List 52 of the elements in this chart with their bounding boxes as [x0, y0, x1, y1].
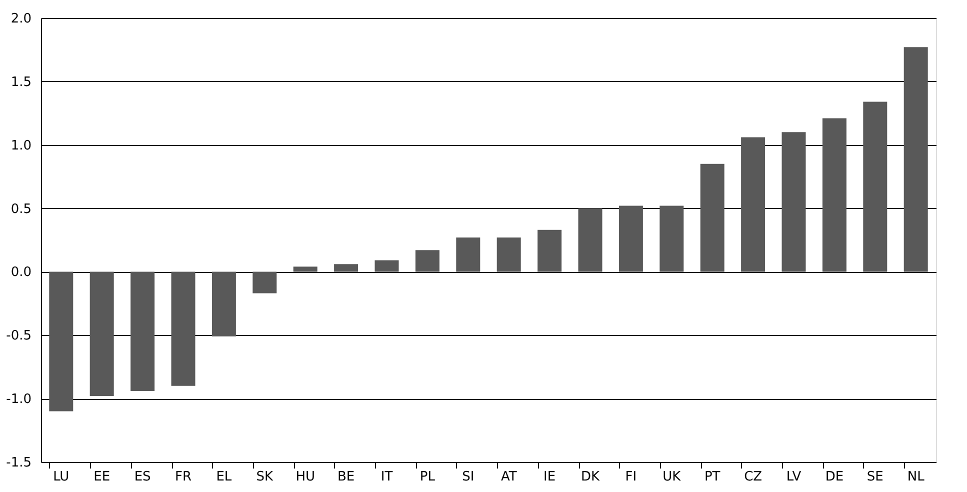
bar — [252, 272, 277, 294]
bar — [822, 118, 846, 272]
y-tick-label: 0.0 — [10, 265, 32, 280]
y-tick-label: 1.5 — [10, 74, 32, 90]
y-tick-label: -0.5 — [6, 328, 32, 344]
bar — [130, 272, 155, 391]
x-tick-label: DK — [580, 470, 600, 484]
x-tick-label: SK — [256, 470, 274, 484]
x-tick-label: EE — [94, 470, 110, 484]
x-tick-label: LV — [786, 470, 802, 484]
x-tick-label: FR — [174, 470, 192, 484]
bar — [863, 102, 888, 272]
x-tick-label: NL — [907, 470, 926, 484]
bar — [293, 266, 318, 272]
y-tick-label: 1.0 — [10, 138, 32, 154]
bar — [171, 272, 196, 386]
x-tick-label: SI — [462, 470, 474, 484]
x-tick-label: DE — [825, 470, 844, 484]
x-tick-label: ES — [134, 470, 151, 484]
x-tick-label: BE — [337, 470, 355, 484]
bar — [415, 250, 440, 272]
x-tick-label: FI — [625, 470, 637, 484]
bar — [212, 272, 236, 336]
bar — [90, 272, 114, 396]
bar — [334, 264, 358, 272]
x-tick-label: UK — [662, 470, 682, 484]
bar — [496, 237, 521, 272]
bar — [456, 237, 480, 272]
bar — [374, 260, 399, 272]
x-tick-label: IE — [544, 470, 556, 484]
bar — [618, 206, 643, 272]
bar — [538, 230, 562, 272]
bar — [904, 47, 928, 272]
bar — [578, 208, 602, 272]
bar — [49, 272, 74, 412]
x-tick-label: HU — [296, 470, 315, 484]
y-tick-label: 2.0 — [10, 12, 32, 26]
x-tick-label: CZ — [744, 470, 762, 484]
x-tick-label: PL — [420, 470, 436, 484]
bar — [660, 206, 684, 272]
y-tick-label: 0.5 — [10, 202, 32, 217]
x-tick-label: SE — [866, 470, 884, 484]
x-tick-label: EL — [216, 470, 232, 484]
x-tick-label: LU — [53, 470, 70, 484]
x-tick-label: AT — [500, 470, 517, 484]
y-tick-label: -1.0 — [6, 392, 32, 408]
bar — [782, 132, 806, 272]
bar — [741, 137, 766, 272]
x-tick-label: IT — [380, 470, 393, 484]
bar — [700, 164, 724, 272]
y-tick-label: -1.5 — [6, 456, 32, 470]
x-tick-label: PT — [704, 470, 720, 484]
